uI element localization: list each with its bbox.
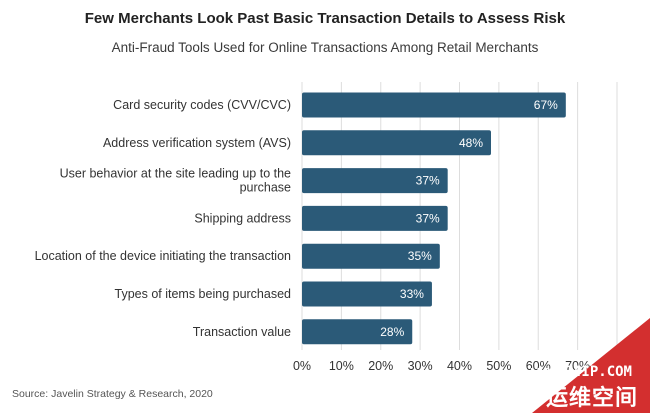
category-label: Address verification system (AVS) bbox=[103, 136, 291, 150]
category-label: Shipping address bbox=[194, 211, 291, 225]
category-label: User behavior at the site leading up to … bbox=[60, 167, 291, 181]
bar-value-label: 35% bbox=[408, 249, 432, 263]
watermark-red-triangle bbox=[532, 318, 650, 413]
chart-title: Few Merchants Look Past Basic Transactio… bbox=[84, 10, 566, 27]
bar bbox=[302, 281, 432, 307]
x-tick-label: 40% bbox=[447, 359, 472, 373]
x-tick-labels: 0%10%20%30%40%50%60%70%80% bbox=[293, 359, 630, 373]
x-tick-label: 70% bbox=[565, 359, 590, 373]
value-labels: 67% 48% 37% 37% 35% 33% 28% bbox=[380, 98, 558, 339]
x-tick-label: 60% bbox=[526, 359, 551, 373]
bar-value-label: 48% bbox=[459, 136, 483, 150]
watermark-logo: IT运维空间 bbox=[520, 386, 638, 411]
x-tick-label: 50% bbox=[486, 359, 511, 373]
bar-value-label: 28% bbox=[380, 325, 404, 339]
watermark-url: www.94IP.COM bbox=[530, 364, 632, 380]
category-label: Location of the device initiating the tr… bbox=[35, 249, 291, 263]
bar-value-label: 33% bbox=[400, 287, 424, 301]
bars bbox=[302, 92, 566, 345]
bar-value-label: 67% bbox=[534, 98, 558, 112]
x-tick-label: 30% bbox=[408, 359, 433, 373]
source-note: Source: Javelin Strategy & Research, 202… bbox=[12, 388, 213, 400]
category-label: Card security codes (CVV/CVC) bbox=[113, 98, 291, 112]
category-label: Types of items being purchased bbox=[115, 287, 292, 301]
chart-subtitle: Anti-Fraud Tools Used for Online Transac… bbox=[111, 40, 539, 55]
bar bbox=[302, 205, 448, 231]
x-tick-label: 20% bbox=[368, 359, 393, 373]
x-tick-label: 10% bbox=[329, 359, 354, 373]
bar-value-label: 37% bbox=[416, 174, 440, 188]
category-label: Transaction value bbox=[193, 325, 291, 339]
x-tick-label: 0% bbox=[293, 359, 311, 373]
category-label: purchase bbox=[240, 181, 291, 195]
bar bbox=[302, 130, 491, 156]
bar bbox=[302, 319, 413, 345]
bar bbox=[302, 243, 440, 269]
bar-value-label: 37% bbox=[416, 211, 440, 225]
bar bbox=[302, 92, 566, 118]
bar bbox=[302, 168, 448, 194]
category-labels: Card security codes (CVV/CVC) Address ver… bbox=[35, 98, 291, 339]
